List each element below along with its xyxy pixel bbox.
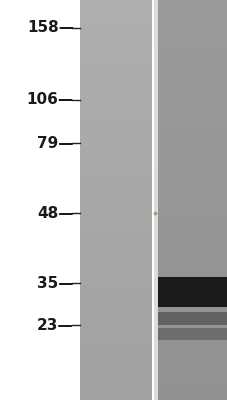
Text: 106—: 106— xyxy=(27,92,74,108)
Text: 35—: 35— xyxy=(37,276,74,290)
Text: 158—: 158— xyxy=(27,20,74,36)
Text: 48—: 48— xyxy=(37,206,74,220)
Text: 79—: 79— xyxy=(37,136,74,150)
Text: 23—: 23— xyxy=(37,318,74,332)
